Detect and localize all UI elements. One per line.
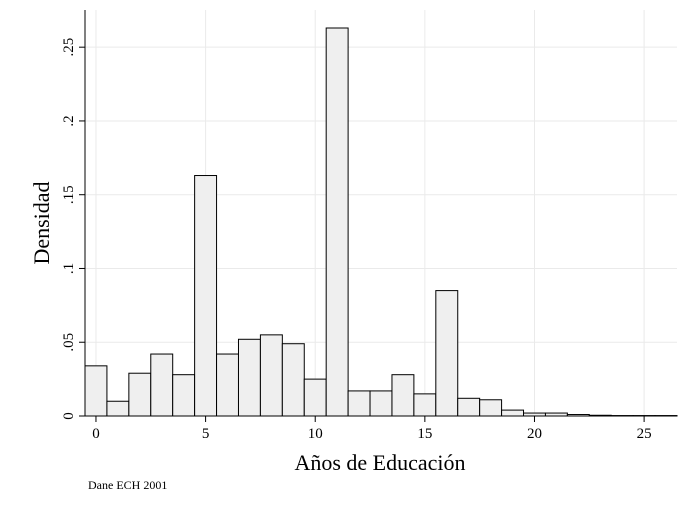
histogram-bar — [457, 397, 481, 417]
x-tick-label: 10 — [308, 426, 323, 442]
x-tick-label: 20 — [527, 426, 542, 442]
histogram-bar — [150, 353, 174, 417]
x-tick-label: 5 — [202, 426, 210, 442]
histogram-bar — [128, 372, 152, 417]
histogram-bar — [501, 409, 525, 417]
histogram-bar — [303, 378, 327, 417]
histogram-bar — [172, 374, 196, 417]
y-tick-label: .2 — [61, 115, 77, 126]
histogram-bar — [479, 399, 503, 417]
histogram-bar — [435, 290, 459, 417]
histogram-bar — [106, 400, 130, 417]
tick-labels: 0 5 10 15 20 25 0 .05 .1 .15 .2 .25 — [61, 38, 652, 442]
y-tick-label: .1 — [61, 263, 77, 274]
histogram-bar — [237, 338, 261, 417]
source-note: Dane ECH 2001 — [88, 478, 167, 492]
histogram-bar — [347, 390, 371, 417]
histogram-bar — [413, 393, 437, 417]
y-tick-label: .25 — [61, 38, 77, 57]
y-tick-label: 0 — [61, 412, 77, 420]
histogram-bar — [325, 27, 349, 417]
y-axis-title: Densidad — [29, 181, 54, 264]
x-tick-label: 0 — [92, 426, 100, 442]
histogram-bar — [369, 390, 393, 417]
axes — [79, 10, 677, 422]
histogram-bar — [216, 353, 239, 417]
histogram-bar — [391, 374, 415, 417]
x-tick-label: 15 — [417, 426, 432, 442]
y-tick-label: .05 — [61, 333, 77, 352]
histogram-bar — [259, 334, 283, 417]
y-tick-label: .15 — [61, 185, 77, 204]
histogram-bar — [194, 175, 218, 417]
histogram-bar — [281, 343, 305, 417]
x-axis-title: Años de Educación — [294, 450, 465, 475]
x-tick-label: 25 — [637, 426, 652, 442]
histogram-bar — [84, 365, 108, 417]
